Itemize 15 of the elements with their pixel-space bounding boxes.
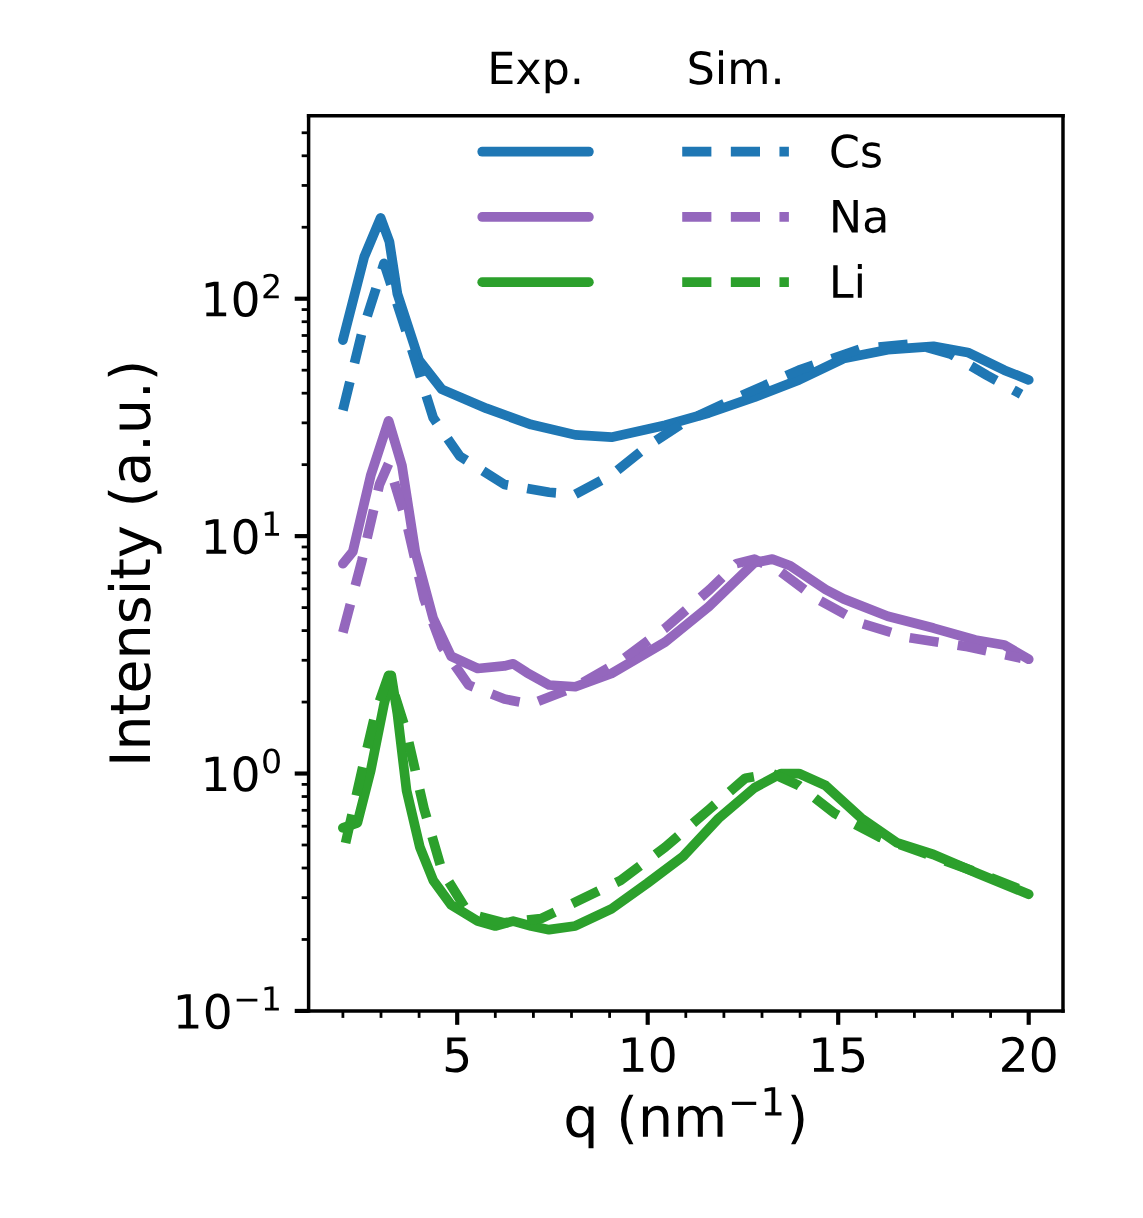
y-tick-label: 10$^{1}$: [205, 511, 280, 555]
x-tick-label: 15: [813, 1037, 865, 1073]
y-axis-title: Intensity (a.u.): [107, 364, 162, 762]
legend-label: Li: [833, 263, 862, 298]
text: Exp.: [491, 51, 580, 94]
y-tick-label: 10$^{2}$: [205, 273, 279, 317]
x-axis-title: q (nm$^{−1}$): [566, 1087, 804, 1149]
x-tick-label: 20: [1002, 1036, 1056, 1073]
text: Sim.: [689, 50, 780, 85]
x-tick-label: 5: [445, 1037, 469, 1073]
y-tick-label: 10$^{0}$: [205, 748, 280, 792]
y-tick-label: 10$^{−1}$: [177, 986, 279, 1030]
x-tick-label: 10: [622, 1036, 675, 1073]
legend-label: Na: [833, 200, 886, 234]
legend-label: Cs: [831, 134, 881, 168]
